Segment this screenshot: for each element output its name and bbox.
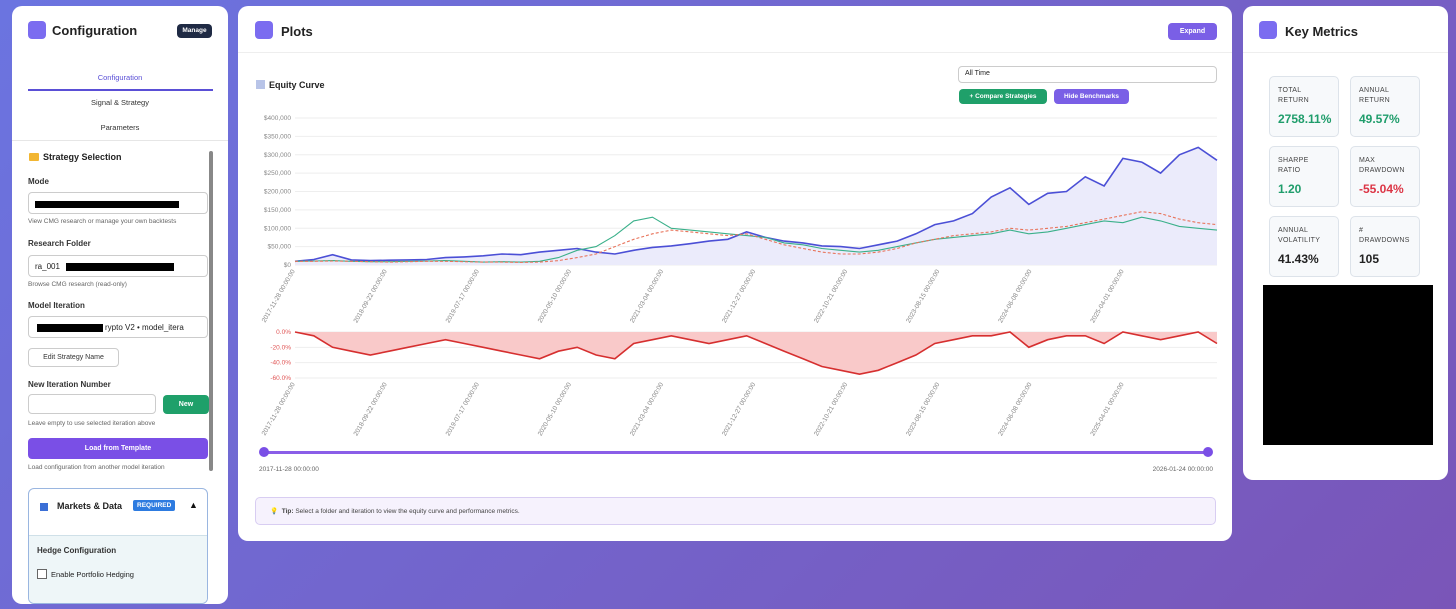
benchmarks-button[interactable]: Hide Benchmarks — [1054, 89, 1129, 104]
expand-button[interactable]: Expand — [1168, 23, 1217, 40]
tab[interactable]: Parameters — [100, 123, 140, 132]
panel-title: Plots — [281, 24, 313, 39]
icon — [28, 21, 46, 39]
field-label: Model Iteration — [28, 301, 85, 310]
section-title: Strategy Selection — [43, 152, 122, 162]
redaction — [37, 324, 103, 332]
metric-label: # DRAWDOWNS — [1359, 227, 1410, 244]
plots-panel: Plots Expand Equity Curve All Time + Com… — [238, 6, 1232, 541]
range-handle[interactable] — [259, 447, 269, 457]
field-label: Research Folder — [28, 239, 91, 248]
chart-icon — [256, 80, 265, 89]
metric-label: MAX DRAWDOWN — [1359, 157, 1405, 174]
config-panel: Configuration Manage Configuration Signa… — [12, 6, 228, 604]
manage-button[interactable]: Manage — [177, 24, 212, 38]
tab-underline — [28, 89, 213, 91]
metric-value: -55.04% — [1359, 182, 1404, 196]
icon — [255, 21, 273, 39]
collapse-toggle[interactable]: ▲ — [189, 500, 198, 510]
tip-label: Tip: — [281, 508, 294, 515]
field-label: New Iteration Number — [28, 380, 111, 389]
metric-label: TOTAL RETURN — [1278, 87, 1309, 104]
icon — [1259, 21, 1277, 39]
range-track — [263, 451, 1208, 454]
select-value: rypto V2 • model_itera — [105, 323, 184, 332]
divider — [238, 52, 1232, 53]
subsection-title: Hedge Configuration — [37, 546, 117, 555]
range-handle[interactable] — [1203, 447, 1213, 457]
checkbox[interactable] — [37, 569, 47, 579]
range-select[interactable]: All Time — [958, 66, 1217, 83]
metric-value: 41.43% — [1278, 252, 1319, 266]
chart-title: Equity Curve — [269, 80, 325, 90]
metric-value: 2758.11% — [1278, 112, 1332, 126]
panel-title: Key Metrics — [1285, 24, 1358, 39]
divider — [12, 140, 228, 141]
metric-card: MAX DRAWDOWN -55.04% — [1350, 146, 1420, 207]
redaction — [66, 263, 174, 271]
metric-card: TOTAL RETURN 2758.11% — [1269, 76, 1339, 137]
help-text: View CMG research or manage your own bac… — [28, 218, 177, 225]
metric-value: 49.57% — [1359, 112, 1400, 126]
select-value: ra_001 — [35, 262, 60, 271]
mode-select[interactable] — [28, 192, 208, 214]
metric-card: SHARPE RATIO 1.20 — [1269, 146, 1339, 207]
field-label: Mode — [28, 177, 49, 186]
required-badge: REQUIRED — [133, 500, 176, 511]
scrollbar — [209, 151, 213, 471]
tab[interactable]: Signal & Strategy — [91, 98, 149, 107]
range-end: 2026-01-24 00:00:00 — [1152, 466, 1213, 473]
tip-box: 💡 Tip: Select a folder and iteration to … — [255, 497, 1216, 525]
new-button[interactable]: New — [163, 395, 209, 414]
edit-name-button[interactable]: Edit Strategy Name — [28, 348, 119, 367]
help-text: Browse CMG research (read-only) — [28, 281, 127, 288]
metric-value: 105 — [1359, 252, 1380, 266]
metric-label: ANNUAL VOLATILITY — [1278, 227, 1321, 244]
iteration-select[interactable]: rypto V2 • model_itera — [28, 316, 208, 338]
metric-card: ANNUAL RETURN 49.57% — [1350, 76, 1420, 137]
metrics-panel: Key Metrics TOTAL RETURN 2758.11% ANNUAL R… — [1243, 6, 1448, 480]
markets-section: Markets & Data REQUIRED ▲ Hedge Configur… — [28, 488, 208, 604]
divider — [1243, 52, 1448, 53]
checkbox-label: Enable Portfolio Hedging — [51, 570, 134, 579]
compare-button[interactable]: + Compare Strategies — [959, 89, 1047, 104]
redaction — [35, 201, 179, 208]
metric-value: 1.20 — [1278, 182, 1302, 196]
metric-card: # DRAWDOWNS 105 — [1350, 216, 1420, 277]
metric-label: SHARPE RATIO — [1278, 157, 1309, 174]
range-start: 2017-11-28 00:00:00 — [259, 466, 319, 473]
section-title: Markets & Data — [57, 501, 123, 511]
metric-label: ANNUAL RETURN — [1359, 87, 1390, 104]
chart-icon — [40, 503, 48, 511]
help-text: Load configuration from another model it… — [28, 464, 165, 471]
metric-card: ANNUAL VOLATILITY 41.43% — [1269, 216, 1339, 277]
hedge-area: Hedge Configuration Enable Portfolio Hed… — [29, 535, 207, 603]
redaction — [1263, 285, 1433, 445]
help-text: Leave empty to use selected iteration ab… — [28, 420, 156, 427]
folder-select[interactable]: ra_001 — [28, 255, 208, 277]
tab[interactable]: Configuration — [97, 73, 143, 82]
folder-icon — [29, 153, 39, 161]
iteration-input[interactable] — [28, 394, 156, 414]
tip-text: Select a folder and iteration to view th… — [295, 508, 520, 515]
template-button[interactable]: Load from Template — [28, 438, 208, 459]
panel-title: Configuration — [52, 23, 138, 38]
